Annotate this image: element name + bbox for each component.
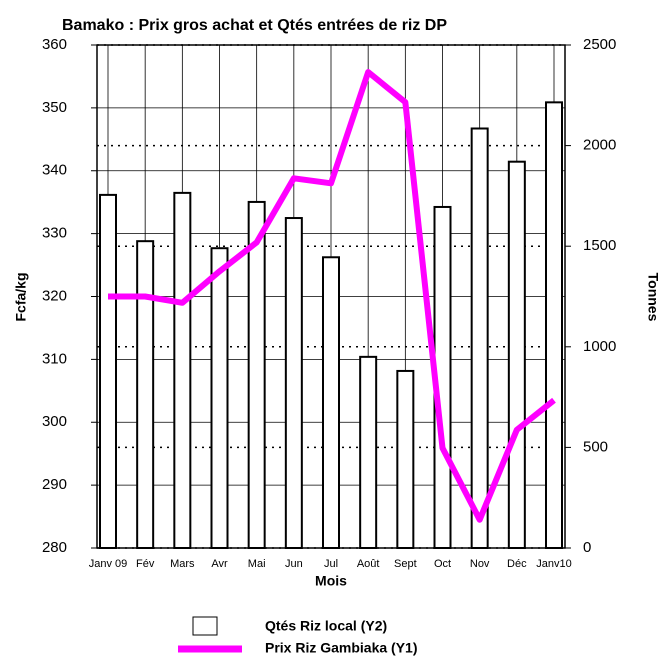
line bbox=[108, 69, 556, 523]
bar bbox=[470, 127, 489, 550]
legend-swatch bbox=[192, 616, 218, 636]
y2-tick-label: 1500 bbox=[583, 237, 616, 254]
y-tick-label: 290 bbox=[42, 476, 67, 493]
y2-tick-label: 1000 bbox=[583, 338, 616, 355]
x-tick-label: Jul bbox=[324, 558, 338, 570]
bar bbox=[284, 217, 303, 549]
legend-label: Prix Riz Gambiaka (Y1) bbox=[265, 640, 418, 656]
y2-tick-label: 2000 bbox=[583, 137, 616, 154]
x-tick-label: Janv 09 bbox=[89, 558, 128, 570]
y-tick-label: 350 bbox=[42, 99, 67, 116]
bar bbox=[247, 200, 266, 549]
x-axis-label: Mois bbox=[315, 573, 347, 589]
x-tick-label: Fév bbox=[136, 558, 155, 570]
bar bbox=[507, 160, 526, 549]
y-tick-label: 330 bbox=[42, 225, 67, 242]
chart-title: Bamako : Prix gros achat et Qtés entrées… bbox=[62, 17, 447, 34]
y-tick-label: 280 bbox=[42, 539, 67, 556]
x-tick-label: Oct bbox=[434, 558, 451, 570]
bar bbox=[136, 240, 155, 549]
y-tick-label: 300 bbox=[42, 413, 67, 430]
x-tick-label: Janv10 bbox=[536, 558, 571, 570]
x-tick-label: Mai bbox=[248, 558, 266, 570]
y2-tick-label: 0 bbox=[583, 539, 591, 556]
bar bbox=[359, 355, 378, 549]
x-tick-label: Nov bbox=[470, 558, 490, 570]
y-tick-label: 340 bbox=[42, 162, 67, 179]
plot-frame bbox=[96, 44, 566, 549]
x-tick-label: Sept bbox=[394, 558, 417, 570]
x-tick-label: Mars bbox=[170, 558, 195, 570]
x-tick-label: Jun bbox=[285, 558, 303, 570]
x-tick-label: Déc bbox=[507, 558, 527, 570]
y2-tick-label: 500 bbox=[583, 438, 608, 455]
y-tick-label: 310 bbox=[42, 350, 67, 367]
legend-label: Qtés Riz local (Y2) bbox=[265, 618, 387, 634]
y-tick-label: 320 bbox=[42, 287, 67, 304]
bar bbox=[173, 191, 192, 550]
y2-tick-label: 2500 bbox=[583, 36, 616, 53]
bar bbox=[396, 369, 415, 549]
bar bbox=[99, 193, 117, 549]
x-tick-label: Avr bbox=[211, 558, 228, 570]
bar bbox=[210, 247, 229, 549]
bar bbox=[545, 101, 563, 549]
y-axis-label: Fcfa/kg bbox=[13, 272, 29, 321]
bar bbox=[322, 256, 340, 549]
x-tick-label: Août bbox=[357, 558, 380, 570]
y-tick-label: 360 bbox=[42, 36, 67, 53]
y2-axis-label: Tonnes bbox=[645, 273, 661, 322]
